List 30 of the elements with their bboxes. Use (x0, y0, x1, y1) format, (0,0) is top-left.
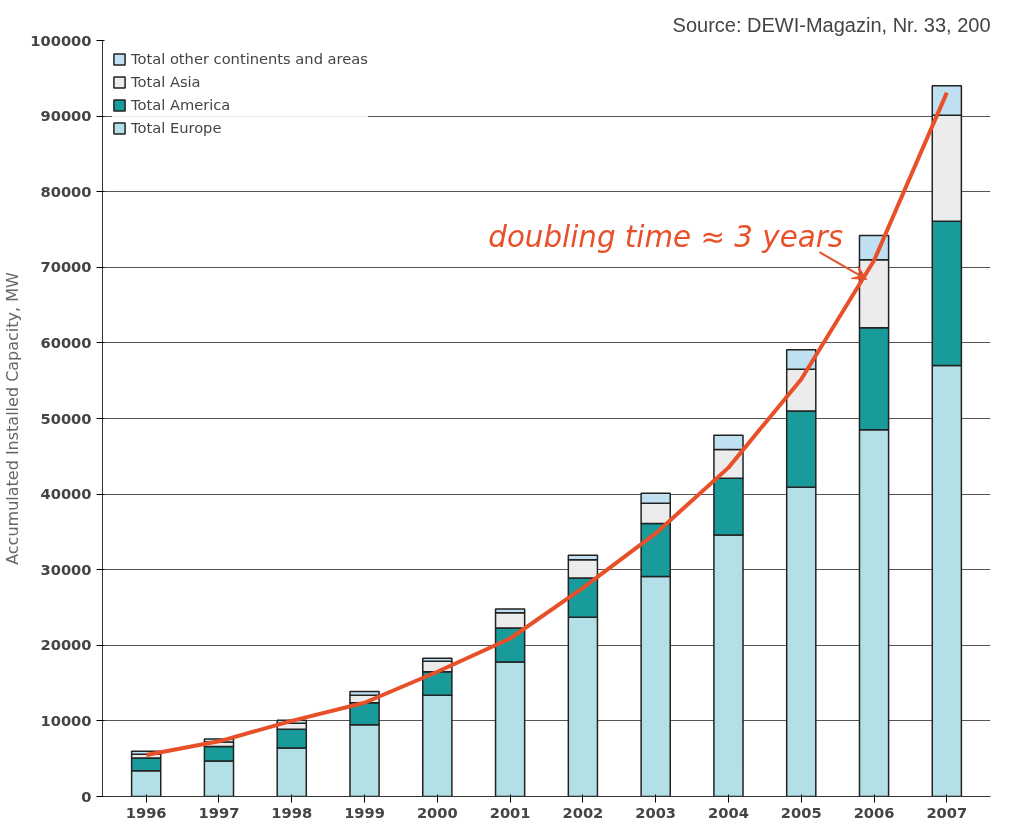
y-tick-label: 70000 (40, 258, 92, 276)
y-tick-label: 10000 (40, 711, 92, 729)
y-tick-label: 80000 (40, 182, 92, 200)
y-tick-label: 40000 (40, 485, 92, 503)
x-tick-label: 2002 (562, 803, 604, 821)
x-tick-label: 2003 (635, 803, 677, 821)
y-tick-label: 100000 (30, 31, 92, 49)
x-tick-label: 2006 (853, 803, 895, 821)
y-tick-label: 90000 (40, 107, 92, 125)
x-tick-label: 1996 (125, 803, 167, 821)
x-tick-label: 2007 (926, 803, 968, 821)
y-tick-label: 20000 (40, 636, 92, 654)
y-tick-label: 50000 (40, 409, 92, 427)
legend-label: Total America (131, 96, 231, 113)
y-tick-label: 0 (81, 787, 92, 805)
legend-label: Total Europe (131, 119, 222, 136)
y-tick-label: 30000 (40, 560, 92, 578)
y-tick-label: 60000 (40, 333, 92, 351)
x-tick-label: 2001 (489, 803, 531, 821)
x-tick-label: 1999 (344, 803, 385, 821)
x-tick-label: 1998 (271, 803, 313, 821)
x-tick-label: 2000 (416, 803, 458, 821)
x-tick-label: 1997 (198, 803, 240, 821)
source-note: Source: DEWI-Magazin, Nr. 33, 200 (672, 13, 991, 36)
y-axis-title: Accumulated Installed Capacity, MW (3, 271, 23, 565)
legend-label: Total other continents and areas (131, 50, 368, 67)
x-tick-label: 2004 (708, 803, 749, 821)
legend-label: Total Asia (131, 73, 201, 90)
annotation: doubling time ≈ 3 years (488, 220, 844, 255)
x-tick-label: 2005 (780, 803, 822, 821)
